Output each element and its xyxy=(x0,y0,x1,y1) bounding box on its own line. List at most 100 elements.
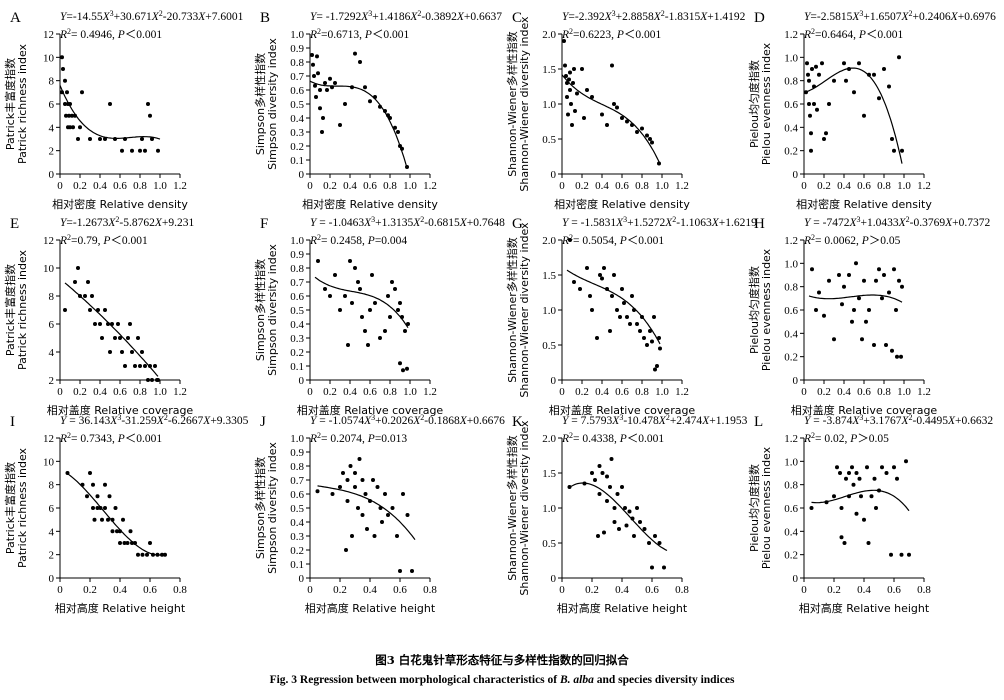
data-point xyxy=(150,137,154,141)
data-point xyxy=(612,506,617,510)
data-point xyxy=(612,520,617,524)
data-point xyxy=(395,534,399,538)
data-point xyxy=(635,506,639,510)
data-point xyxy=(572,280,576,284)
data-point xyxy=(318,88,322,92)
x-tick-label: 0.8 xyxy=(877,180,891,192)
data-point xyxy=(93,322,97,326)
data-point xyxy=(814,64,818,69)
data-point xyxy=(872,343,876,347)
data-point xyxy=(121,517,125,522)
data-point xyxy=(904,459,908,464)
data-point xyxy=(566,112,570,117)
data-point xyxy=(86,280,90,284)
y-tick-label: 2.0 xyxy=(542,433,556,445)
y-tick-label: 0.4 xyxy=(290,113,304,125)
x-tick-label: 0 xyxy=(801,386,807,398)
data-point xyxy=(568,238,572,242)
data-point xyxy=(100,517,104,522)
data-point xyxy=(610,294,614,298)
data-point xyxy=(874,278,878,283)
x-tick-label: 0.2 xyxy=(333,584,347,596)
x-tick-label: 0 xyxy=(559,386,565,398)
regression-equation: Y = 36.143X3-31.259X2-6.2667X+9.3305 xyxy=(60,413,249,428)
data-point xyxy=(106,322,110,326)
y-tick-label: 0.4 xyxy=(784,526,798,538)
y-tick-label: 1.0 xyxy=(290,433,304,445)
data-point xyxy=(852,308,856,312)
data-point xyxy=(318,106,322,111)
data-point xyxy=(874,506,878,510)
data-point xyxy=(401,492,405,496)
data-point xyxy=(897,55,901,60)
y-axis-label: Simpson多样性指数 xyxy=(253,457,267,559)
y-axis-label: Patrick richness index xyxy=(16,43,29,164)
data-point xyxy=(899,552,904,557)
x-tick-label: 0.4 xyxy=(343,386,357,398)
data-point xyxy=(353,51,357,56)
data-point xyxy=(625,315,629,319)
y-tick-label: 1.0 xyxy=(542,305,556,317)
r-squared-p-value: R2=0.6713, P＜0.001 xyxy=(309,27,410,42)
x-axis-label: 相对密度 Relative density xyxy=(302,197,438,211)
data-point xyxy=(396,130,400,134)
y-tick-label: 10 xyxy=(43,52,55,64)
panel-letter: C xyxy=(512,10,522,26)
data-point xyxy=(568,88,572,92)
y-axis-label: Simpson多样性指数 xyxy=(253,259,267,361)
y-tick-label: 0.2 xyxy=(290,141,304,153)
data-point xyxy=(136,552,140,557)
data-point xyxy=(83,294,87,298)
data-point xyxy=(571,81,575,85)
data-point xyxy=(368,99,372,104)
data-point xyxy=(622,301,626,305)
data-point xyxy=(98,322,102,326)
data-point xyxy=(113,137,117,141)
x-tick-label: 0.2 xyxy=(323,180,337,192)
data-point xyxy=(113,336,117,340)
data-point xyxy=(887,290,891,295)
data-point xyxy=(632,308,636,312)
data-point xyxy=(832,494,836,499)
data-point xyxy=(608,485,612,489)
data-point xyxy=(96,308,100,312)
data-point xyxy=(882,67,886,71)
data-point xyxy=(80,90,84,95)
data-point xyxy=(390,506,395,510)
data-point xyxy=(123,137,127,141)
data-point xyxy=(809,506,814,510)
data-point xyxy=(842,61,846,66)
data-point xyxy=(146,378,150,382)
y-tick-label: 0.8 xyxy=(290,263,304,275)
data-point xyxy=(325,88,329,92)
data-point xyxy=(140,350,144,354)
data-point xyxy=(353,266,357,270)
data-point xyxy=(406,322,410,326)
y-tick-label: 1.2 xyxy=(784,235,798,247)
data-point xyxy=(590,308,594,312)
y-axis-label: Shannon-Wiener diversity index xyxy=(518,420,531,596)
data-point xyxy=(907,552,911,557)
data-point xyxy=(866,541,871,545)
data-point xyxy=(323,81,327,85)
data-point xyxy=(123,364,127,368)
fit-curve xyxy=(317,485,416,541)
chart-panel-c: C 0 0.2 0.4 0.6 0.8 1.0 1.2 0 0.5 1.0 1.5 2.0 相对密度 Re… xyxy=(505,9,746,212)
data-point xyxy=(612,102,616,106)
data-point xyxy=(148,541,152,545)
data-point xyxy=(405,366,409,371)
data-point xyxy=(138,364,142,368)
r-squared-p-value: R2= 0.5054, P＜0.001 xyxy=(561,233,664,248)
data-point xyxy=(321,116,325,120)
data-point xyxy=(388,315,392,319)
data-point xyxy=(400,315,404,319)
data-point xyxy=(807,102,811,106)
data-point xyxy=(859,494,863,499)
y-tick-label: 1.0 xyxy=(784,52,798,64)
y-tick-label: 0.9 xyxy=(290,249,304,261)
data-point xyxy=(344,548,348,552)
data-point xyxy=(353,471,357,475)
r-squared-p-value: R2= 0.2458, P=0.004 xyxy=(309,233,407,248)
y-tick-label: 1.5 xyxy=(542,468,556,480)
data-point xyxy=(850,319,854,324)
